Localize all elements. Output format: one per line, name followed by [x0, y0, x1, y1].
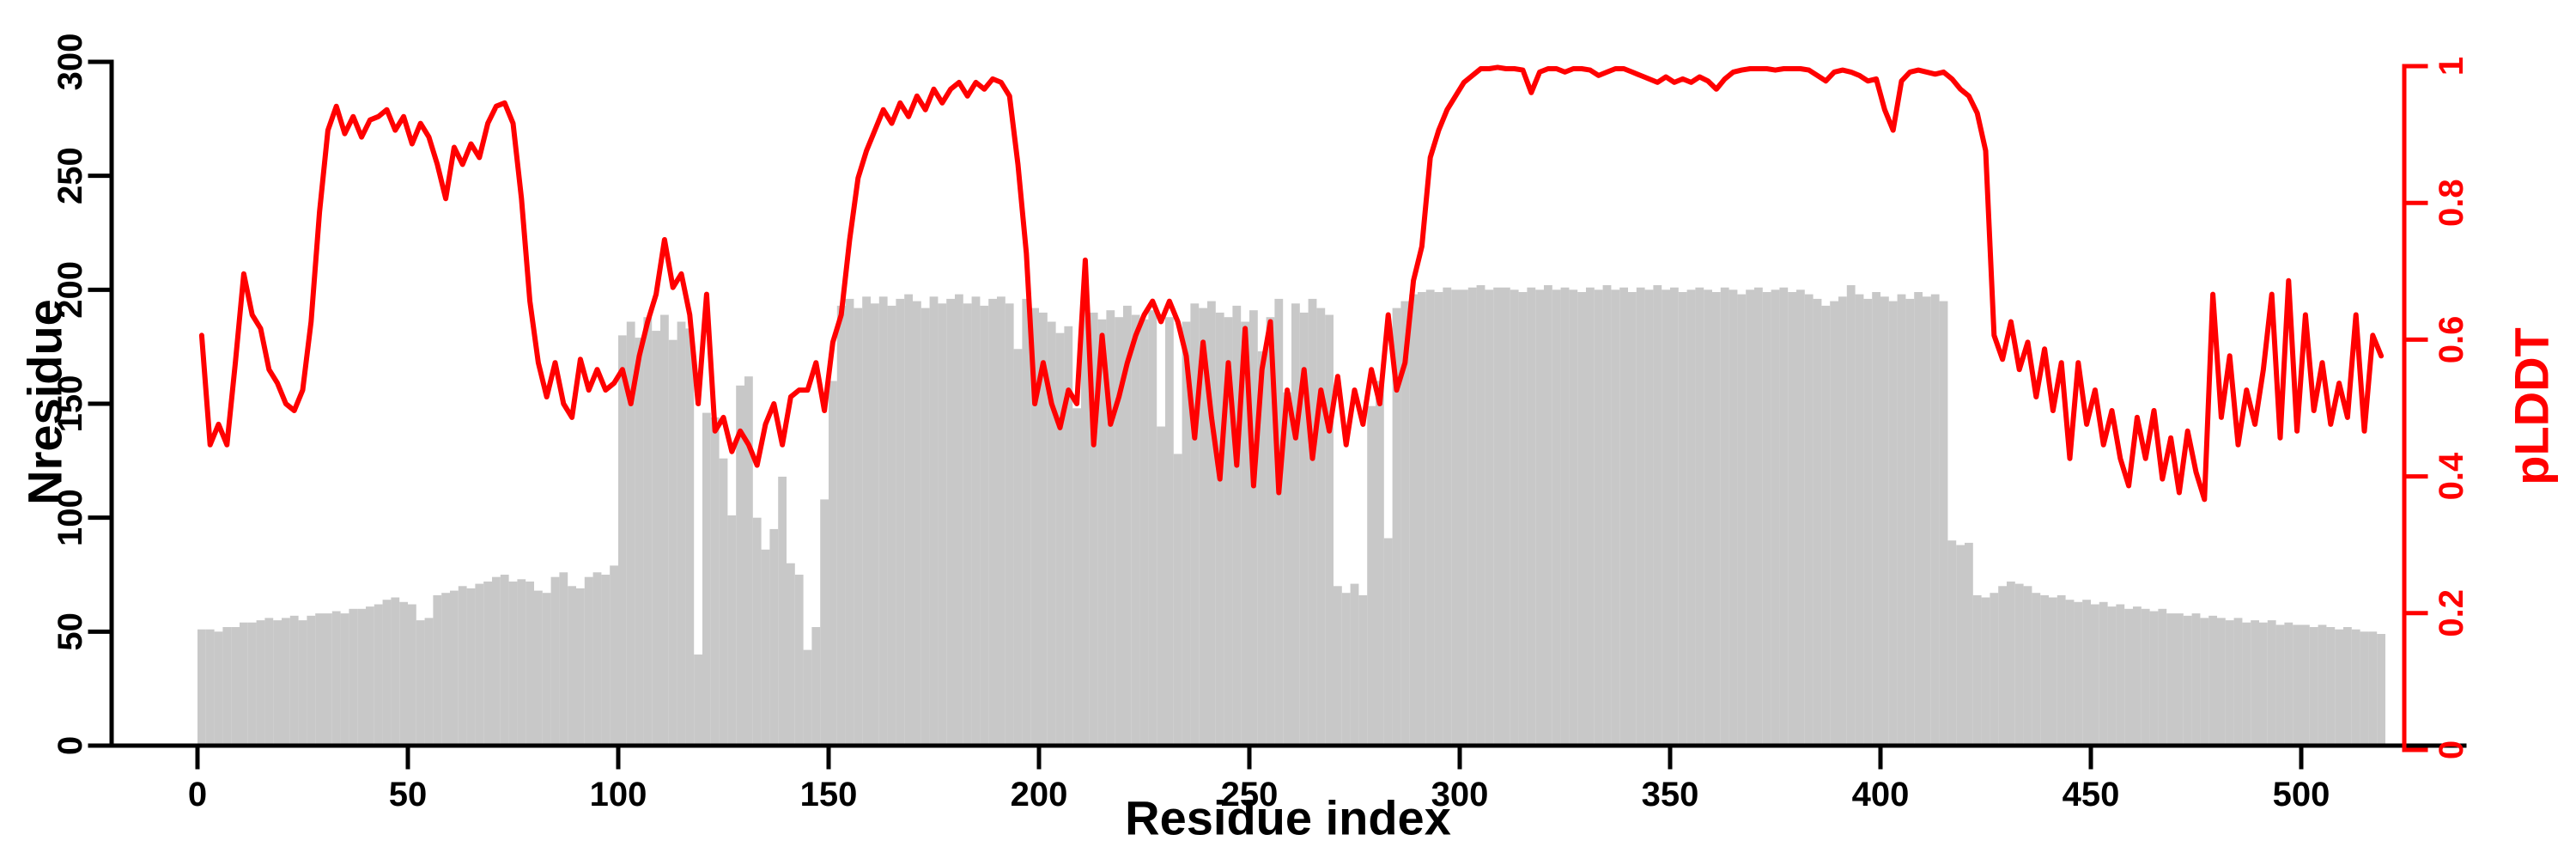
svg-text:0.2: 0.2 — [2433, 589, 2470, 637]
svg-text:0.4: 0.4 — [2433, 452, 2470, 500]
y-axis-title-right: pLDDT — [2504, 327, 2559, 485]
svg-text:1: 1 — [2433, 57, 2470, 76]
svg-text:300: 300 — [52, 34, 89, 91]
svg-text:0: 0 — [52, 736, 89, 755]
svg-text:400: 400 — [1852, 776, 1910, 813]
right-axis — [2402, 64, 2428, 752]
svg-text:200: 200 — [1011, 776, 1068, 813]
x-axis-title: Residue index — [1125, 790, 1451, 845]
plddt-line — [198, 64, 2385, 503]
tick-labels: 0 50 100 150 200 250 300 0 50 100 150 200 250 300 350 4… — [52, 34, 2330, 813]
svg-text:0: 0 — [188, 776, 207, 813]
svg-text:250: 250 — [1221, 776, 1279, 813]
svg-text:150: 150 — [800, 776, 858, 813]
right-tick-labels: 0 0.2 0.4 0.6 0.8 1 — [2433, 57, 2470, 759]
svg-text:200: 200 — [52, 261, 89, 319]
svg-text:350: 350 — [1642, 776, 1699, 813]
svg-text:100: 100 — [52, 489, 89, 546]
svg-text:0.6: 0.6 — [2433, 316, 2470, 364]
svg-text:0.8: 0.8 — [2433, 179, 2470, 227]
axes — [88, 59, 2467, 770]
svg-text:50: 50 — [389, 776, 428, 813]
svg-text:100: 100 — [590, 776, 647, 813]
svg-text:0: 0 — [2433, 740, 2470, 759]
svg-text:500: 500 — [2273, 776, 2330, 813]
y-axis-title-left: Nresidue — [17, 299, 72, 505]
svg-text:50: 50 — [52, 612, 89, 651]
svg-text:450: 450 — [2063, 776, 2120, 813]
svg-text:250: 250 — [52, 147, 89, 204]
svg-text:300: 300 — [1431, 776, 1489, 813]
bars-series — [197, 285, 2385, 746]
svg-text:150: 150 — [52, 375, 89, 433]
